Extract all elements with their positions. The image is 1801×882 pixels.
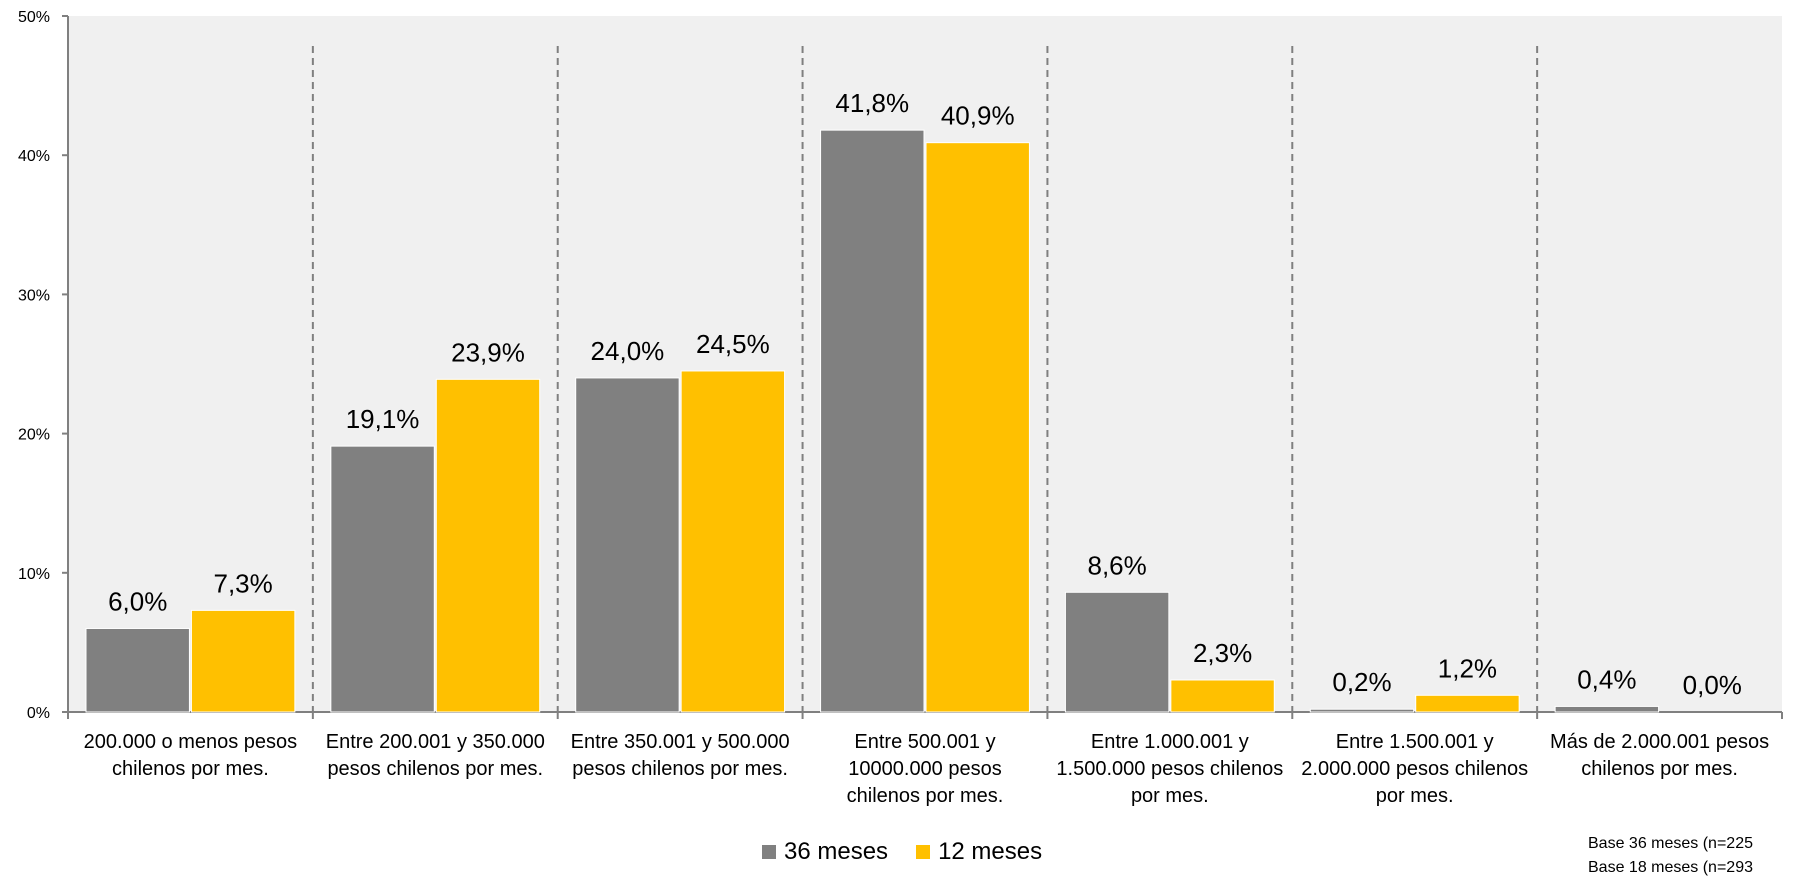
base-notes: Base 36 meses (n=225 Base 18 meses (n=29… (1588, 832, 1753, 880)
legend-item-36-meses[interactable]: 36 meses (762, 838, 888, 866)
category-label: Entre 1.500.001 y 2.000.000 pesos chileno… (1301, 731, 1528, 807)
data-label: 0,0% (1683, 670, 1742, 700)
category-label: 200.000 o menos pesos chilenos por mes. (84, 731, 298, 780)
plot-area (68, 16, 1782, 712)
y-tick-label: 0% (27, 705, 50, 722)
category-label: Entre 200.001 y 350.000 pesos chilenos po… (326, 731, 545, 780)
y-tick-label: 20% (18, 427, 50, 444)
data-label: 24,5% (696, 329, 770, 359)
base-note-18-meses: Base 18 meses (n=293 (1588, 859, 1753, 876)
y-tick-label: 30% (18, 287, 50, 304)
data-label: 24,0% (591, 336, 665, 366)
category-label: Entre 500.001 y 10000.000 pesos chilenos p… (847, 731, 1004, 807)
bar (1064, 591, 1170, 713)
category-label: Entre 350.001 y 500.000 pesos chilenos po… (571, 731, 790, 780)
bar (1309, 708, 1415, 713)
data-label: 7,3% (214, 568, 273, 598)
bar (575, 377, 680, 713)
bar (1415, 694, 1520, 713)
data-label: 8,6% (1088, 550, 1147, 580)
bar (1170, 679, 1275, 713)
legend-swatch-12-meses (916, 845, 931, 859)
bar (190, 609, 296, 713)
bar (85, 627, 190, 713)
bar (1554, 705, 1660, 713)
data-label: 40,9% (941, 101, 1015, 131)
y-tick-label: 10% (18, 566, 50, 583)
legend-swatch-36-meses (762, 845, 776, 859)
y-tick-label: 50% (18, 9, 50, 26)
category-label: Entre 1.000.001 y 1.500.000 pesos chileno… (1056, 731, 1283, 807)
legend: 36 meses 12 meses (762, 838, 1042, 866)
data-label: 1,2% (1438, 653, 1497, 683)
data-label: 41,8% (835, 88, 909, 118)
legend-item-12-meses[interactable]: 12 meses (916, 838, 1042, 866)
y-tick-label: 40% (18, 148, 50, 165)
base-note-36-meses: Base 36 meses (n=225 (1588, 835, 1753, 852)
data-label: 19,1% (346, 404, 420, 434)
bar (330, 445, 435, 713)
bar (680, 370, 786, 713)
legend-label-36-meses: 36 meses (784, 838, 889, 865)
bar (435, 378, 541, 713)
bar (925, 142, 1030, 713)
data-label: 2,3% (1193, 638, 1252, 668)
data-label: 0,2% (1332, 667, 1391, 697)
data-label: 23,9% (451, 337, 525, 367)
bar (820, 129, 925, 713)
legend-label-12-meses: 12 meses (938, 838, 1043, 865)
data-label: 6,0% (108, 586, 167, 616)
data-label: 0,4% (1577, 664, 1636, 694)
category-label: Más de 2.000.001 pesos chilenos por mes. (1550, 731, 1769, 780)
